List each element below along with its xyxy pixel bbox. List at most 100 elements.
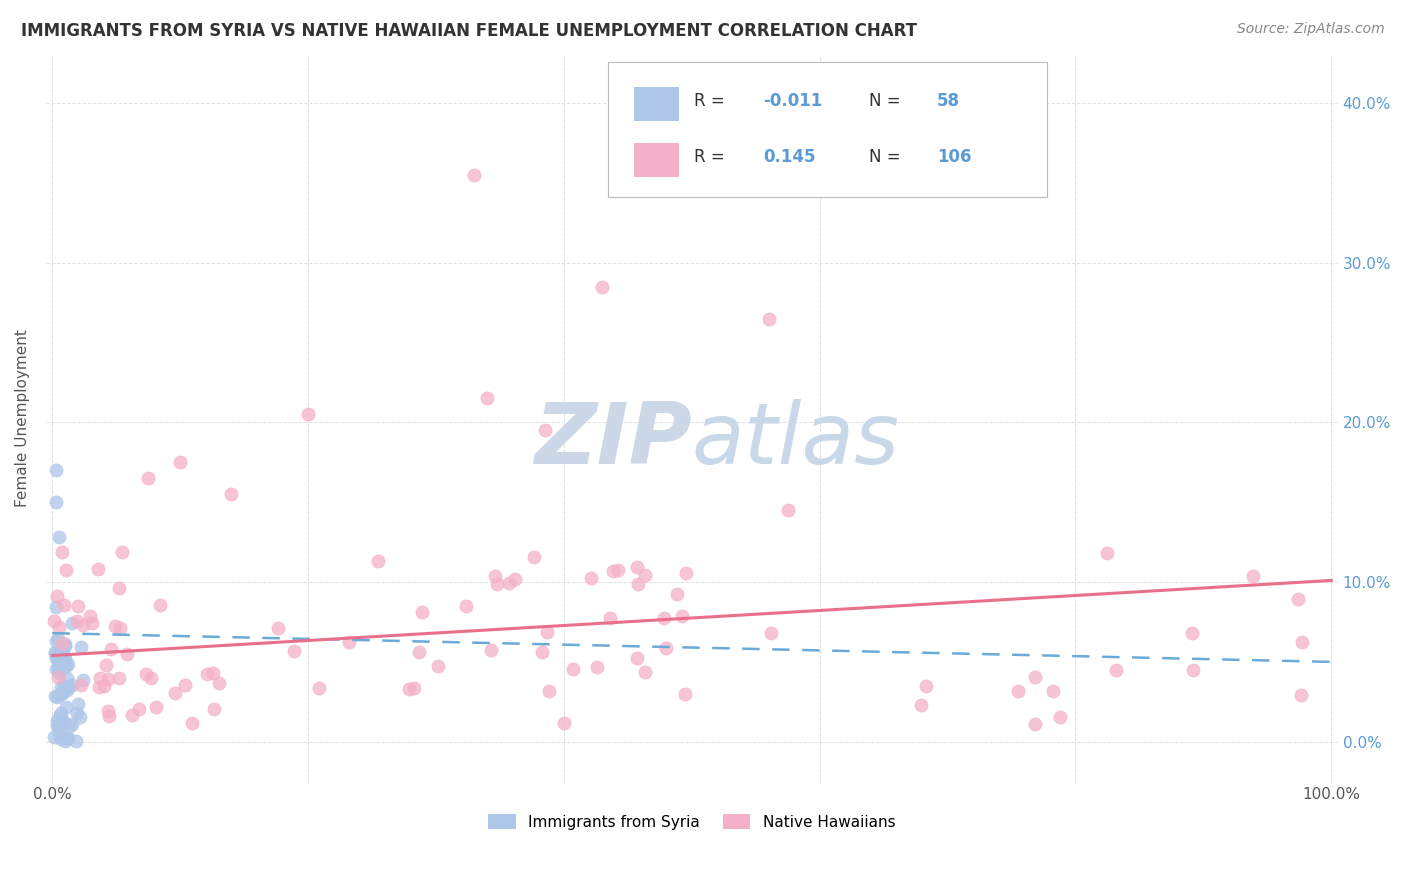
Point <box>626 560 648 574</box>
Point <box>53 599 76 613</box>
Point <box>67 697 90 711</box>
Point <box>49 680 72 694</box>
Point <box>180 715 202 730</box>
Point <box>52 714 75 728</box>
Point <box>1007 684 1029 698</box>
Point <box>46 721 69 735</box>
Point <box>44 600 66 615</box>
Point <box>1049 709 1071 723</box>
Point <box>48 620 70 634</box>
Point <box>607 562 630 576</box>
Point <box>208 675 231 690</box>
Point <box>173 678 195 692</box>
Point <box>46 661 69 675</box>
Point <box>67 599 90 614</box>
Point <box>42 615 65 629</box>
Point <box>52 648 75 663</box>
Point <box>97 705 120 719</box>
Point <box>96 658 118 673</box>
Point <box>72 617 94 632</box>
Point <box>42 730 65 744</box>
Point <box>48 665 70 680</box>
Point <box>666 587 689 601</box>
Point <box>135 666 157 681</box>
Point <box>82 615 104 630</box>
Point <box>104 618 127 632</box>
Point <box>121 708 143 723</box>
Point <box>49 708 72 723</box>
Point <box>55 659 77 673</box>
Point <box>145 699 167 714</box>
Point <box>56 680 79 694</box>
Point <box>128 702 150 716</box>
Point <box>283 644 305 658</box>
Point <box>910 698 932 712</box>
Point <box>66 706 89 721</box>
Bar <box>634 87 679 121</box>
Point <box>108 621 131 635</box>
Point <box>55 700 77 714</box>
Point <box>49 706 72 720</box>
Point <box>48 660 70 674</box>
Point <box>66 614 89 628</box>
Point <box>45 633 67 648</box>
Point <box>49 655 72 669</box>
Point <box>759 626 782 640</box>
Point <box>56 682 79 697</box>
Point <box>634 665 657 680</box>
Point <box>1105 664 1128 678</box>
Point <box>599 611 621 625</box>
Point <box>626 651 648 665</box>
Point <box>136 471 159 485</box>
Point <box>673 687 696 701</box>
Point <box>97 672 120 686</box>
Point <box>51 544 73 558</box>
Point <box>108 671 131 685</box>
Point <box>49 732 72 747</box>
Point <box>776 503 799 517</box>
Point <box>398 682 420 697</box>
Point <box>89 671 111 685</box>
Point <box>195 666 218 681</box>
Point <box>55 563 77 577</box>
Point <box>149 599 172 613</box>
Point <box>1181 625 1204 640</box>
Point <box>456 599 478 613</box>
Point <box>1182 663 1205 677</box>
Point <box>52 685 75 699</box>
Point <box>100 642 122 657</box>
Point <box>591 279 613 293</box>
Point <box>48 728 70 742</box>
Point <box>530 645 553 659</box>
Text: -0.011: -0.011 <box>763 92 823 110</box>
Point <box>1289 688 1312 702</box>
Point <box>45 662 67 676</box>
Point <box>675 566 697 580</box>
Point <box>634 568 657 582</box>
Point <box>758 311 780 326</box>
Point <box>602 564 624 578</box>
Point <box>139 671 162 685</box>
Point <box>484 568 506 582</box>
Point <box>52 680 75 694</box>
Point <box>79 609 101 624</box>
Point <box>51 636 73 650</box>
Point <box>45 651 67 665</box>
Point <box>44 646 66 660</box>
Point <box>1095 546 1118 560</box>
Point <box>337 635 360 649</box>
Point <box>45 651 67 665</box>
Point <box>87 562 110 576</box>
Point <box>48 644 70 658</box>
Point <box>115 647 138 661</box>
Point <box>48 530 70 544</box>
Point <box>655 640 678 655</box>
Point <box>367 554 389 568</box>
Point <box>411 606 433 620</box>
Point <box>97 708 120 723</box>
Point <box>87 680 110 694</box>
Point <box>46 690 69 705</box>
Point <box>581 571 603 585</box>
Point <box>408 645 430 659</box>
Point <box>297 408 319 422</box>
